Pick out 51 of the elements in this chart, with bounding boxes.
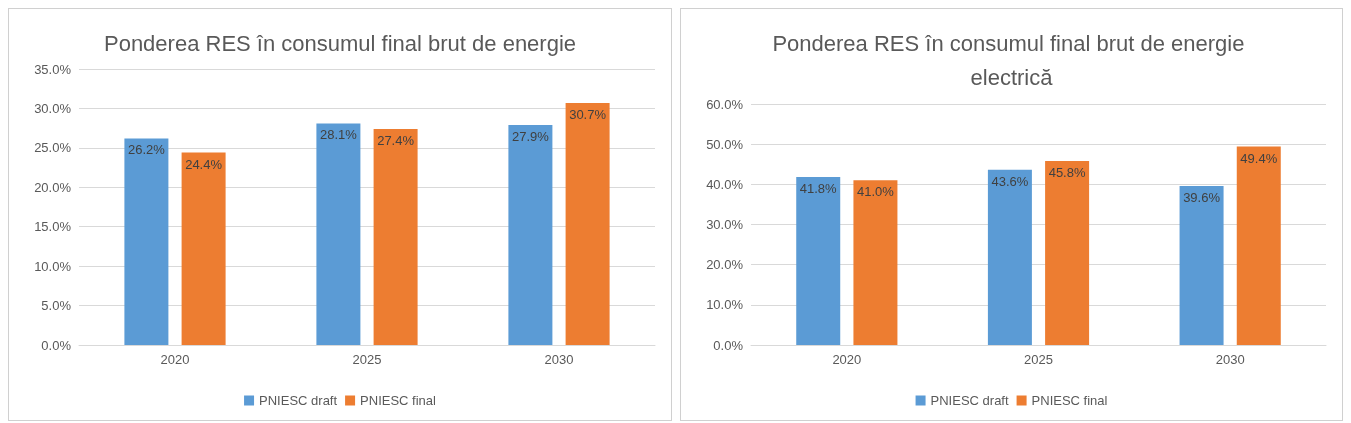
x-tick-label: 2025: [1024, 352, 1053, 367]
bar: [987, 169, 1032, 345]
legend-label: PNIESC final: [1031, 393, 1108, 408]
y-tick-label: 0.0%: [41, 337, 72, 353]
x-tick-label: 2020: [832, 352, 862, 367]
data-label: 41.0%: [857, 184, 895, 200]
bar: [853, 180, 898, 345]
y-tick-label: 30.0%: [34, 100, 72, 116]
data-label: 28.1%: [319, 127, 358, 143]
y-tick-label: 20.0%: [706, 257, 744, 273]
y-tick-label: 20.0%: [34, 179, 72, 195]
data-label: 39.6%: [1183, 189, 1221, 205]
data-label: 27.4%: [377, 132, 415, 148]
bar: [1045, 161, 1090, 345]
x-tick-label: 2025: [352, 352, 382, 367]
legend-label: PNIESC draft: [930, 393, 1009, 408]
y-tick-label: 60.0%: [706, 96, 744, 112]
data-label: 30.7%: [569, 106, 607, 122]
bar: [796, 177, 841, 345]
x-tick-label: 2030: [1215, 352, 1245, 367]
chart-title: Ponderea RES în consumul final brut de energie electrică: [772, 30, 1251, 90]
y-tick-label: 25.0%: [34, 140, 72, 156]
data-label: 41.8%: [799, 181, 838, 197]
bar: [1236, 146, 1281, 345]
data-label: 45.8%: [1048, 165, 1086, 181]
y-tick-label: 10.0%: [706, 297, 744, 313]
x-tick-label: 2030: [544, 352, 574, 367]
data-label: 27.9%: [511, 128, 550, 144]
bar: [181, 152, 226, 345]
y-tick-label: 0.0%: [713, 337, 744, 353]
y-tick-label: 35.0%: [34, 61, 72, 77]
y-tick-label: 5.0%: [41, 298, 72, 314]
y-tick-label: 50.0%: [706, 136, 744, 152]
chart-title: Ponderea RES în consumul final brut de energie: [103, 30, 577, 56]
data-label: 24.4%: [185, 156, 223, 172]
legend-label: PNIESC final: [360, 393, 437, 408]
bar: [124, 138, 169, 345]
bar: [373, 128, 418, 345]
bar: [316, 123, 361, 345]
y-tick-label: 30.0%: [706, 217, 744, 232]
y-tick-label: 40.0%: [706, 176, 744, 192]
bar: [508, 124, 553, 345]
bar: [1179, 185, 1224, 345]
y-tick-label: 15.0%: [34, 219, 72, 235]
data-label: 26.2%: [127, 142, 166, 158]
data-label: 49.4%: [1240, 150, 1278, 166]
data-label: 43.6%: [991, 173, 1029, 189]
y-tick-label: 10.0%: [34, 258, 72, 274]
x-tick-label: 2020: [160, 352, 190, 367]
legend-label: PNIESC draft: [259, 393, 338, 408]
bar: [565, 102, 610, 345]
